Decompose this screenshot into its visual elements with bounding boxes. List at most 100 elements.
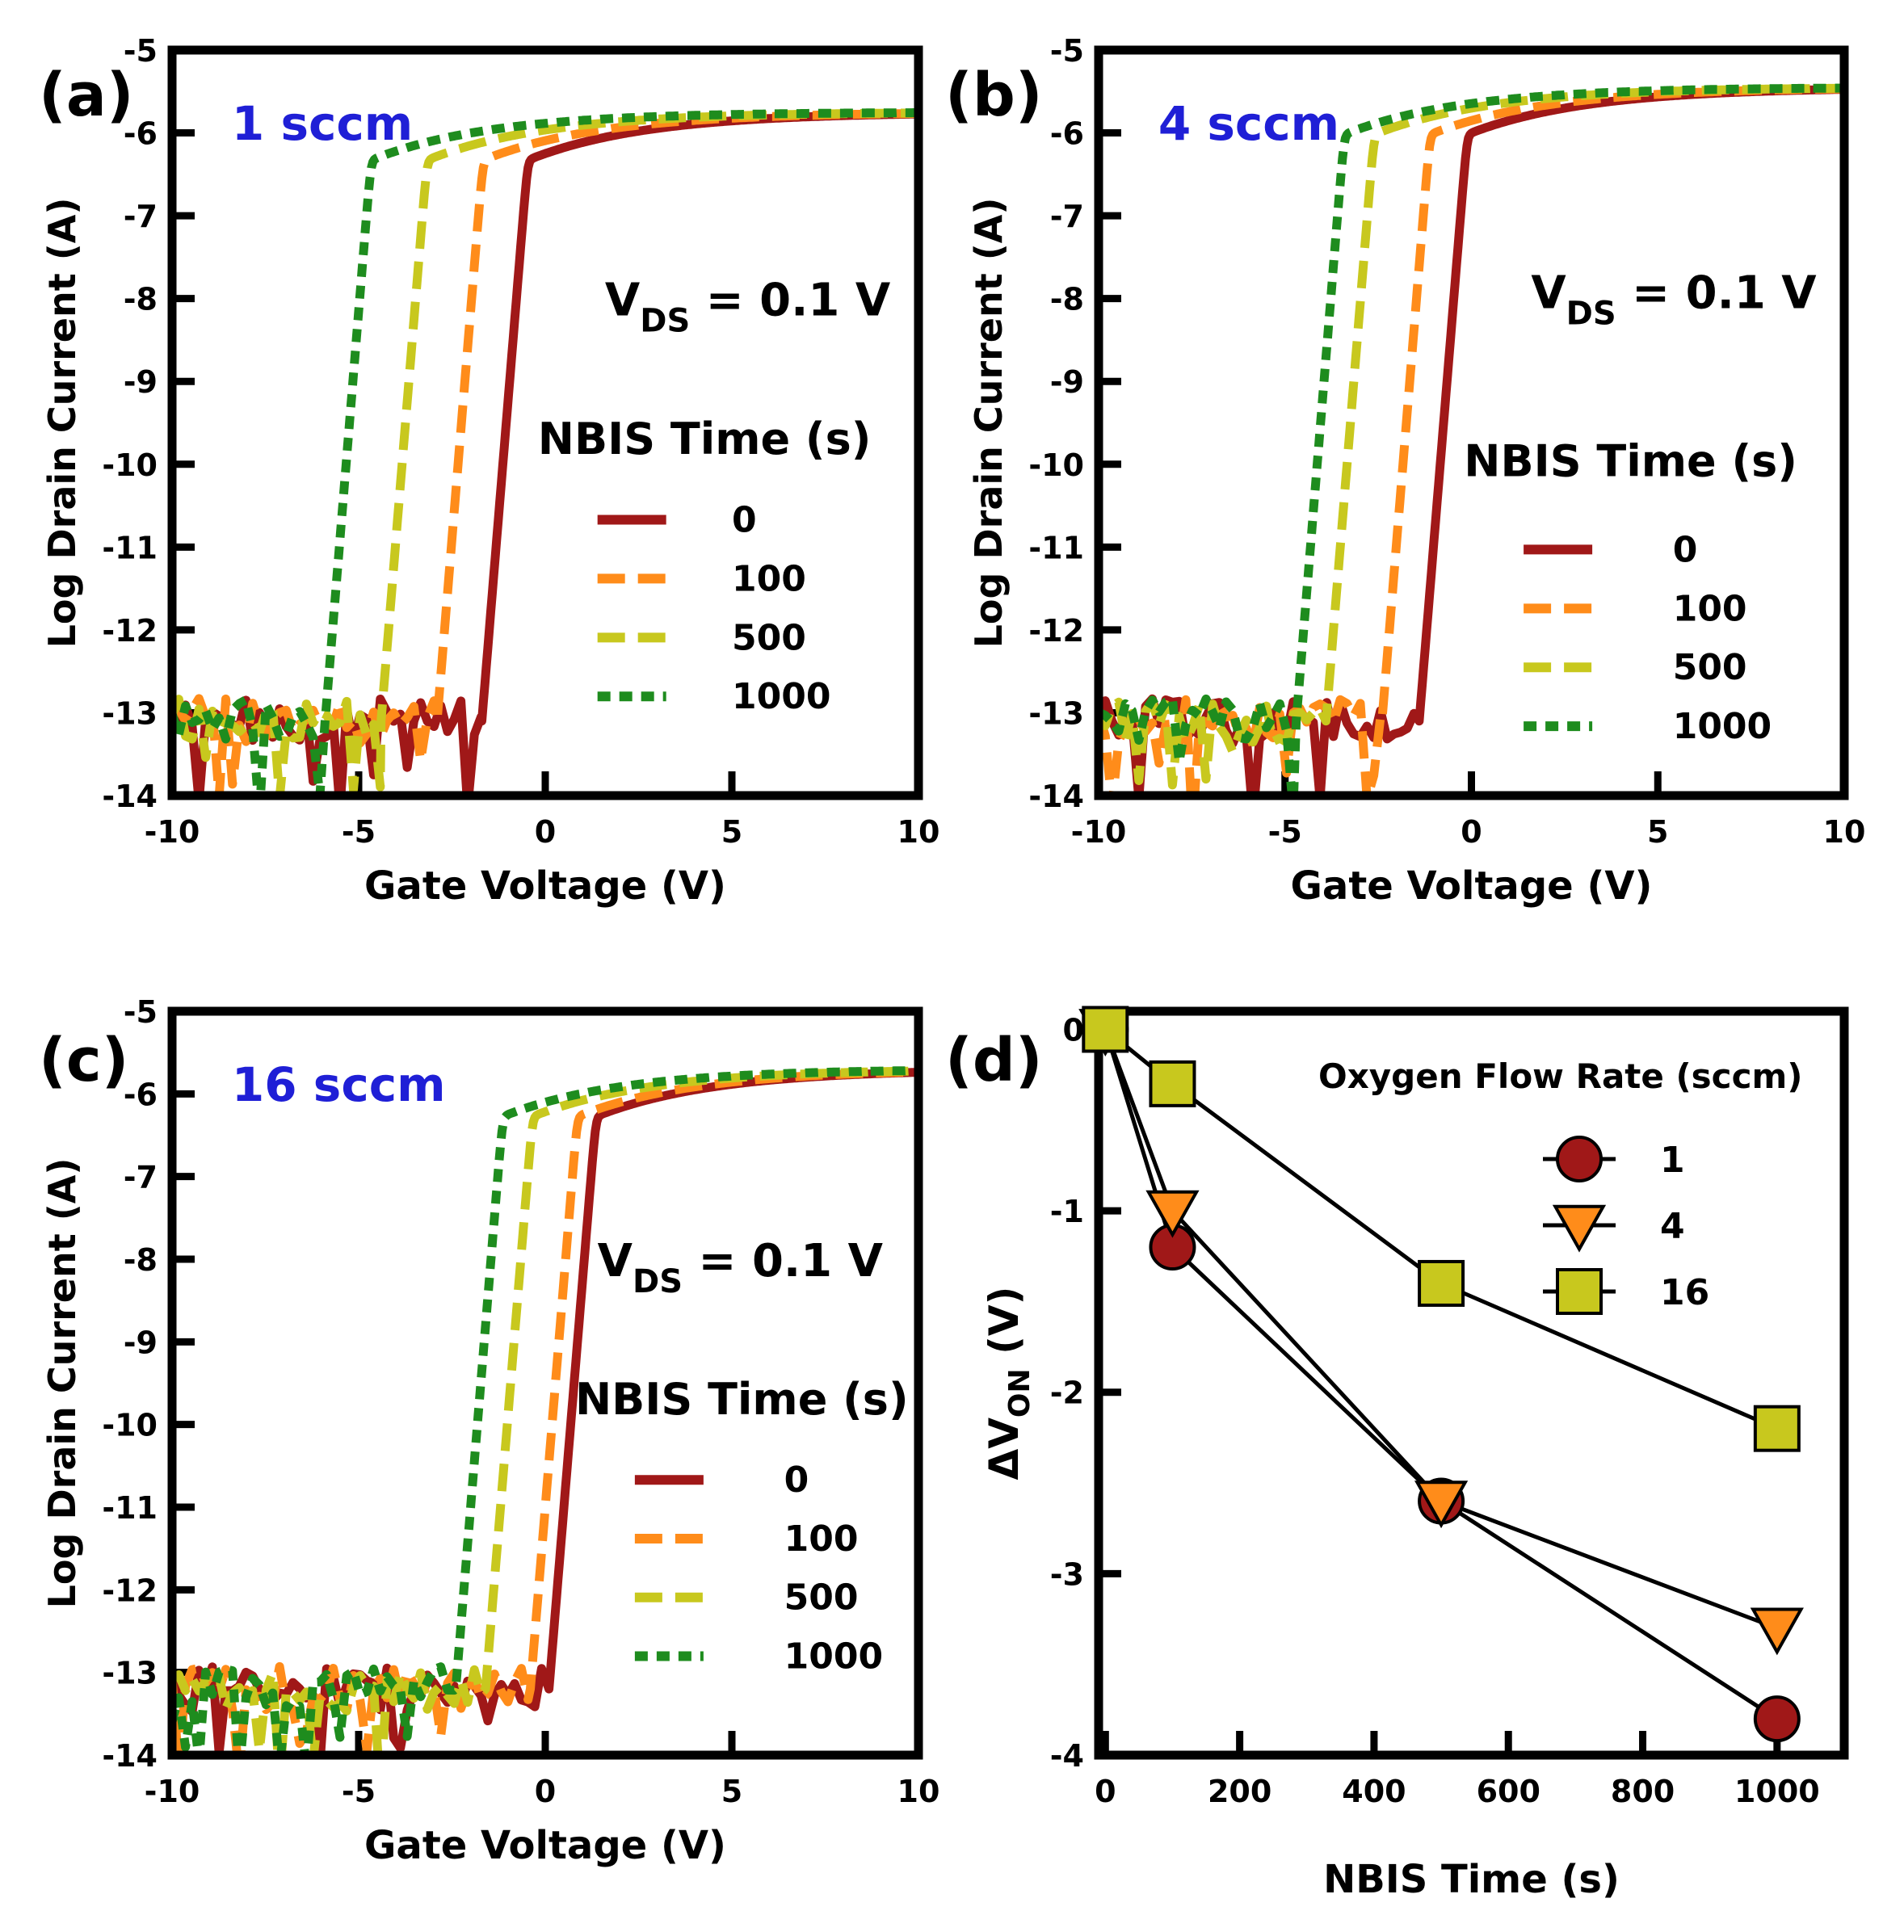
y-tick-label-b-8: -13 [1028,695,1084,731]
x-tick-label-b-3: 5 [1647,814,1668,850]
panel-d: 0 200 400 600 800 1000 0 -1 -2 -3 -4 (d) Oxygen Flow… [945,1006,1849,1902]
panel-label-c: (c) [39,1026,129,1095]
y-axis-label-c: Log Drain Current (A) [40,1158,84,1609]
annotation-c: 16 sccm [232,1057,446,1112]
y-tick-label-a-7: -12 [102,613,158,649]
annotation-a: 1 sccm [232,96,413,151]
panel-a: -10 -5 0 5 10 -5 -6 -7 -8 -9 -10 -11 -12 -13 -14 (a) 1 s… [39,33,939,909]
vds-rest-a: = 0.1 V [690,275,891,327]
series-line-16 [1103,1027,1778,1430]
legend-label-b-500: 500 [1673,647,1747,688]
x-tick-label-c-1: -5 [342,1774,376,1809]
y-tick-label-a-8: -13 [102,695,158,731]
y-tick-label-d-0: 0 [1063,1012,1084,1048]
x-axis-label-c: Gate Voltage (V) [364,1823,726,1868]
vds-sub-a: DS [640,303,690,340]
y-tick-label-a-6: -11 [102,530,158,565]
y-tick-label-c-3: -8 [124,1242,158,1278]
y-tick-label-d-3: -3 [1050,1556,1084,1592]
point-4-1000 [1750,1607,1804,1656]
vds-sub-b: DS [1566,295,1616,332]
y-axis-label-d: ΔVON (V) [981,1287,1036,1480]
y-tick-label-a-9: -14 [102,779,158,814]
x-tick-label-b-1: -5 [1268,814,1302,850]
y-tick-label-d-4: -4 [1050,1738,1084,1774]
x-tick-label-a-1: -5 [342,814,376,850]
y-tick-label-c-9: -14 [102,1738,158,1774]
y-tick-label-c-7: -12 [102,1573,158,1608]
y-axis-label-d-rest: (V) [981,1287,1028,1369]
y-tick-label-b-9: -14 [1028,779,1084,814]
curve-c-100 [172,1067,918,1755]
legend-title-c: NBIS Time (s) [575,1374,909,1425]
x-tick-label-c-4: 10 [897,1774,940,1809]
y-tick-label-c-4: -9 [124,1325,158,1360]
legend-label-c-500: 500 [784,1577,859,1619]
point-4-500 [1414,1480,1469,1529]
vds-v-b: V [1531,267,1566,319]
legend-title-b: NBIS Time (s) [1464,436,1797,487]
legend-title-d: Oxygen Flow Rate (sccm) [1318,1056,1802,1096]
legend-marker-d-16 [1556,1268,1603,1315]
vds-v-c: V [598,1235,633,1287]
annotation-b: 4 sccm [1158,96,1339,151]
point-16-1000 [1753,1405,1801,1452]
curve-b-1000 [1099,83,1844,796]
panel-label-b: (b) [945,61,1043,130]
y-tick-label-a-3: -8 [124,282,158,317]
x-tick-label-d-4: 800 [1611,1774,1675,1809]
vds-condition-b: VDS = 0.1 V [1531,267,1817,332]
y-tick-label-c-0: -5 [124,994,158,1030]
y-tick-label-c-6: -11 [102,1490,158,1526]
y-tick-label-b-2: -7 [1050,199,1084,234]
curves-c [172,1065,918,1755]
point-16-500 [1418,1259,1465,1307]
x-tick-label-a-0: -10 [145,814,200,850]
point-4-100 [1145,1190,1200,1238]
vds-v-a: V [605,275,641,327]
y-tick-label-d-1: -1 [1050,1194,1084,1229]
vds-rest-b: = 0.1 V [1616,267,1818,319]
y-tick-label-c-1: -6 [124,1077,158,1112]
curve-c-500 [172,1066,918,1755]
y-axis-label-a: Log Drain Current (A) [40,198,84,649]
legend-label-b-1000: 1000 [1673,706,1772,747]
x-tick-label-d-0: 0 [1095,1774,1116,1809]
y-tick-label-b-4: -9 [1050,364,1084,400]
x-tick-label-a-2: 0 [535,814,556,850]
legend-label-b-0: 0 [1673,529,1698,570]
y-tick-label-b-0: -5 [1050,33,1084,69]
plot-frame-d [1094,1006,1849,1760]
curve-c-1000 [172,1065,918,1755]
curve-a-1000 [172,108,918,796]
curves-b [1099,83,1844,796]
vds-condition-a: VDS = 0.1 V [605,275,891,340]
panel-label-d: (d) [945,1026,1043,1095]
y-axis-label-d-sub: ON [1003,1368,1036,1418]
legend-label-a-0: 0 [732,499,757,540]
x-tick-label-a-3: 5 [721,814,742,850]
y-tick-label-c-8: -13 [102,1656,158,1691]
series-line-1 [1103,1028,1779,1721]
legend-label-d-16: 16 [1660,1272,1709,1313]
y-tick-label-a-0: -5 [124,33,158,69]
y-tick-label-a-5: -10 [102,447,158,483]
legend-label-a-500: 500 [732,617,806,658]
x-tick-label-b-0: -10 [1071,814,1127,850]
x-axis-label-d: NBIS Time (s) [1323,1857,1620,1902]
legend-marker-d-1 [1556,1136,1603,1182]
y-tick-label-b-3: -8 [1050,282,1084,317]
x-tick-label-b-4: 10 [1823,814,1866,850]
x-tick-label-d-1: 200 [1208,1774,1271,1809]
x-tick-label-b-2: 0 [1461,814,1482,850]
legend-label-a-1000: 1000 [732,676,830,717]
legend-title-a: NBIS Time (s) [538,414,872,464]
y-tick-label-b-5: -10 [1028,447,1084,483]
x-tick-label-c-0: -10 [145,1774,200,1809]
plot-frame-c [167,1006,923,1760]
legend-label-c-1000: 1000 [784,1636,883,1678]
y-tick-label-c-5: -10 [102,1408,158,1443]
point-16-100 [1149,1060,1196,1107]
y-tick-label-a-2: -7 [124,199,158,234]
